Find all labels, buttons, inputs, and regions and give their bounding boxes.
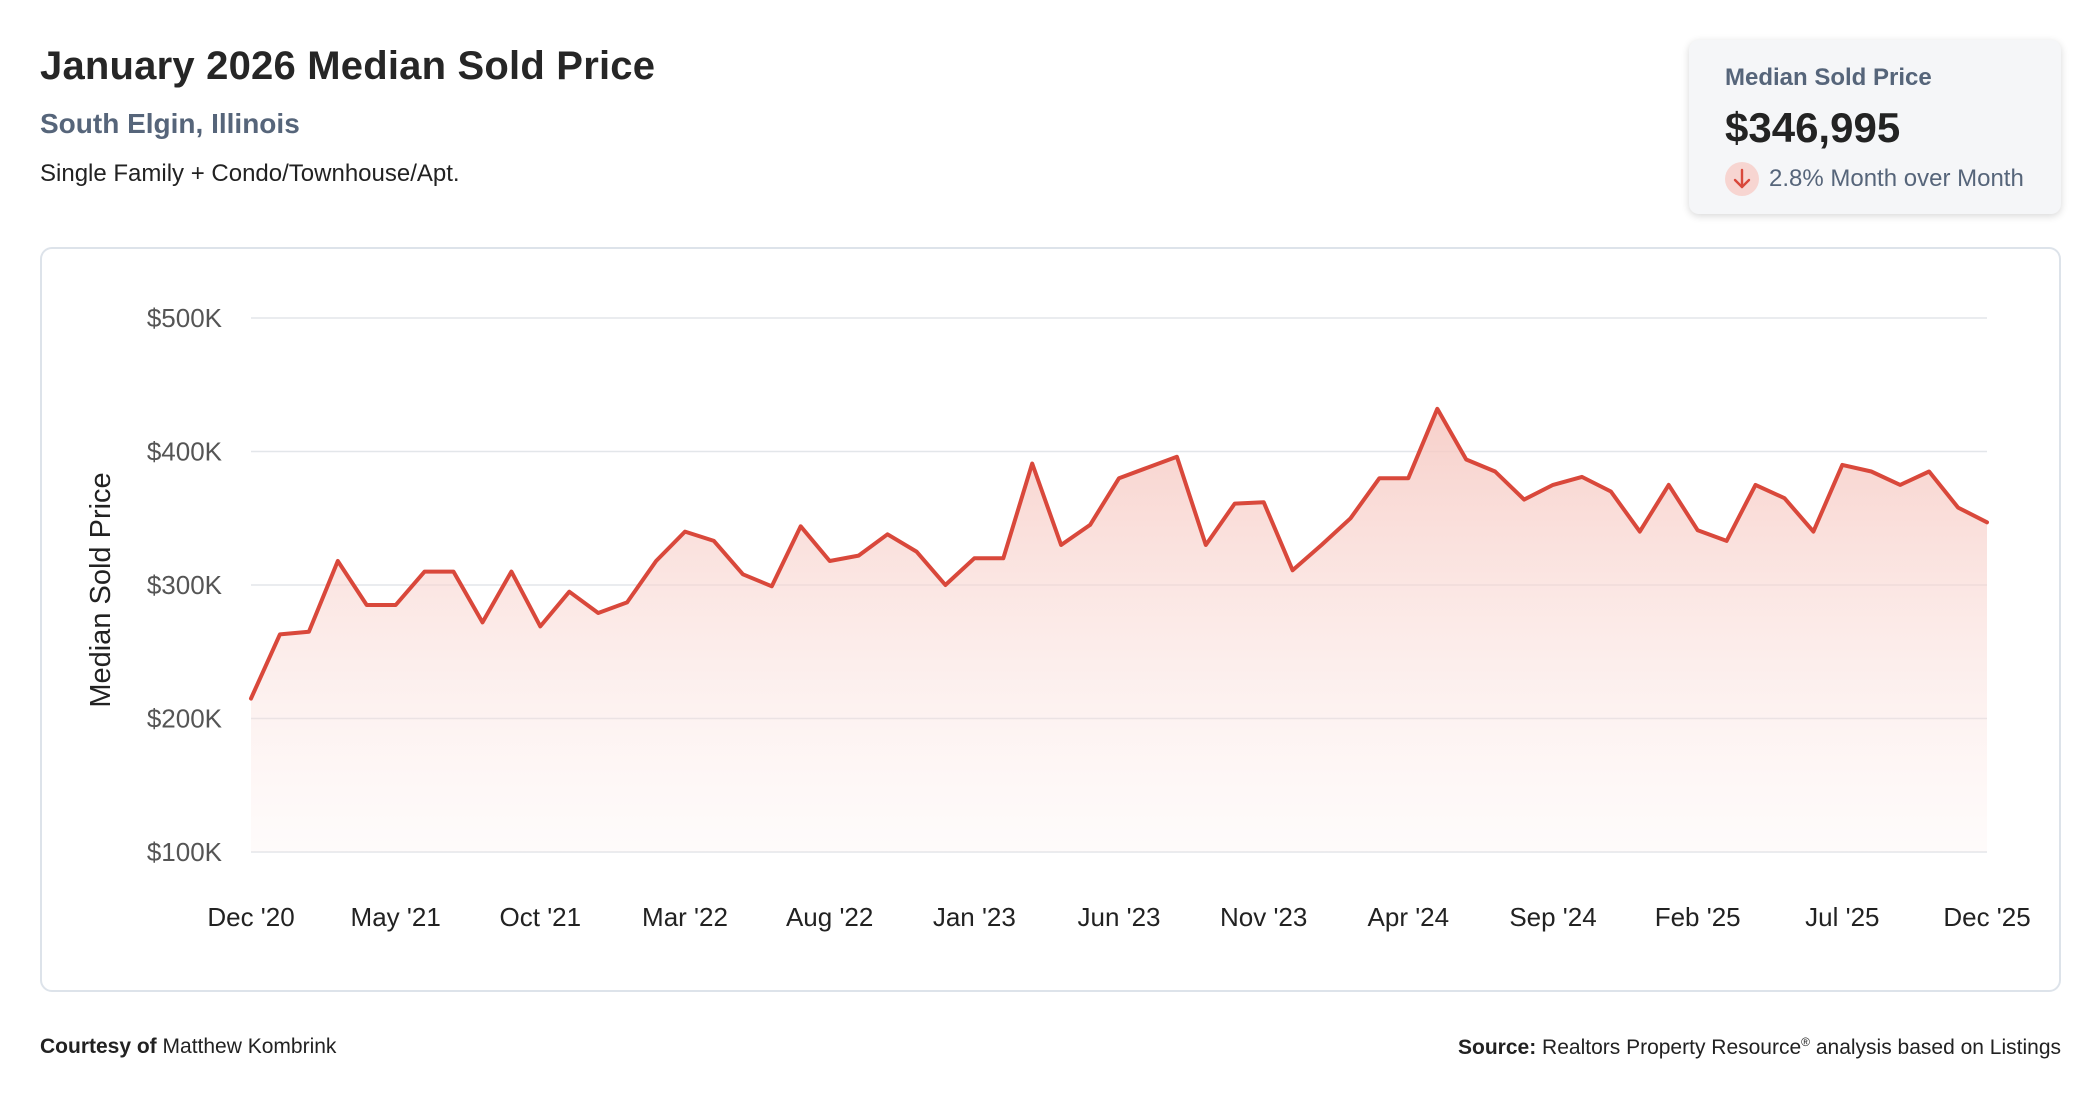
x-tick-label: Feb '25: [1655, 902, 1741, 932]
y-tick-label: $500K: [147, 303, 223, 333]
series-line: [249, 406, 1989, 701]
x-tick-label: Apr '24: [1368, 902, 1450, 932]
y-tick-label: $400K: [147, 437, 223, 467]
property-type-label: Single Family + Condo/Townhouse/Apt.: [40, 160, 460, 187]
y-axis-label: Median Sold Price: [85, 472, 117, 707]
x-tick-label: Dec '20: [207, 902, 294, 932]
registered-mark: ®: [1801, 1035, 1810, 1049]
area-fill: [251, 408, 1987, 852]
courtesy-name: Matthew Kombrink: [162, 1035, 337, 1058]
y-tick-label: $300K: [147, 570, 223, 600]
x-tick-label: Mar '22: [642, 902, 728, 932]
x-tick-label: Dec '25: [1943, 902, 2030, 932]
x-tick-label: Jan '23: [933, 902, 1016, 932]
x-tick-label: Aug '22: [786, 902, 873, 932]
y-tick-label: $100K: [147, 837, 223, 867]
x-tick-label: May '21: [351, 902, 441, 932]
footer-courtesy: Courtesy of Matthew Kombrink: [40, 1035, 336, 1059]
y-tick-label: $200K: [147, 704, 223, 734]
stat-label: Median Sold Price: [1725, 64, 1932, 91]
stat-change-text: 2.8% Month over Month: [1769, 165, 2024, 192]
source-text-2: analysis based on Listings: [1815, 1036, 2061, 1059]
x-tick-label: Sep '24: [1509, 902, 1596, 932]
price-line-chart: $100K $200K $300K $400K $500K Dec '20 May '21…: [85, 303, 2031, 932]
location-subtitle: South Elgin, Illinois: [40, 108, 300, 139]
median-price-card: Median Sold Price $346,995 2.8% Month ov…: [1689, 40, 2061, 214]
footer-source: Source: Realtors Property Resource® anal…: [1458, 1035, 2061, 1060]
stat-value: $346,995: [1725, 104, 1901, 151]
arrow-down-icon: [1725, 162, 1759, 196]
source-label: Source:: [1458, 1036, 1537, 1059]
x-tick-label: Jul '25: [1805, 902, 1879, 932]
stat-change: 2.8% Month over Month: [1725, 162, 2061, 196]
source-text-1: Realtors Property Resource: [1542, 1036, 1802, 1059]
x-tick-label: Nov '23: [1220, 902, 1307, 932]
x-tick-label: Jun '23: [1077, 902, 1160, 932]
y-axis-ticks: $100K $200K $300K $400K $500K: [147, 303, 223, 867]
chart-panel: [40, 247, 2061, 992]
x-tick-label: Oct '21: [500, 902, 582, 932]
courtesy-label: Courtesy of: [40, 1035, 157, 1058]
page-title: January 2026 Median Sold Price: [40, 44, 656, 88]
x-axis-ticks: Dec '20 May '21 Oct '21 Mar '22 Aug '22 Jan '…: [207, 902, 2030, 932]
